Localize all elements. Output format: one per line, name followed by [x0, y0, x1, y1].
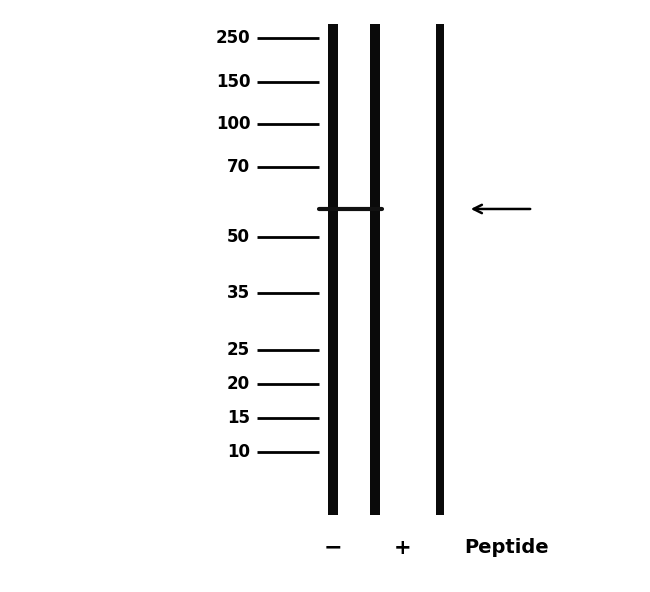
- Text: 25: 25: [227, 342, 250, 359]
- Text: 250: 250: [216, 30, 250, 47]
- Text: 20: 20: [227, 375, 250, 392]
- Text: 150: 150: [216, 73, 250, 91]
- Text: 10: 10: [227, 443, 250, 461]
- Text: Peptide: Peptide: [465, 538, 549, 557]
- Bar: [436, 24, 444, 515]
- Text: 35: 35: [227, 284, 250, 302]
- Bar: [328, 24, 338, 515]
- Text: 15: 15: [227, 409, 250, 427]
- Text: 70: 70: [227, 158, 250, 176]
- Text: +: +: [394, 538, 412, 558]
- Text: −: −: [324, 538, 342, 558]
- Bar: [370, 24, 380, 515]
- Text: 100: 100: [216, 115, 250, 133]
- Text: 50: 50: [227, 228, 250, 246]
